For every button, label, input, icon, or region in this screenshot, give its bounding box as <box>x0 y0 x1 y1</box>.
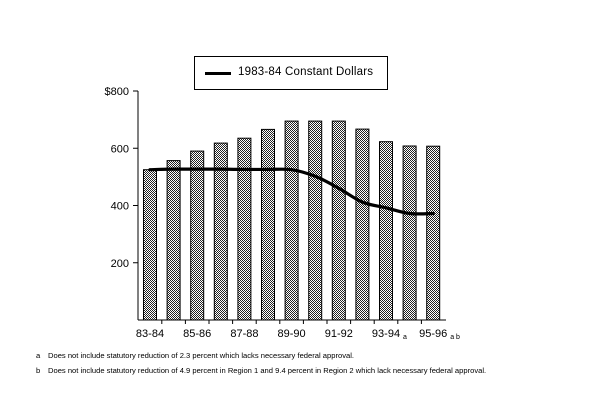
x-axis-ticks: 83-84 85-86 87-88 89-90 91-92 93-94 a 95-96 a b <box>136 320 460 341</box>
bar-88-89 <box>261 128 275 321</box>
bar-94-95 <box>402 145 417 321</box>
footnote-mark: a <box>36 351 41 360</box>
x-tick-label: 91-92 <box>325 328 353 340</box>
bar-91-92 <box>331 120 346 321</box>
x-tick-label: 89-90 <box>278 328 306 340</box>
x-tick-label: 93-94 <box>372 328 400 340</box>
x-tick-footnote-mark: a <box>403 334 407 341</box>
legend-label: 1983-84 Constant Dollars <box>238 66 374 78</box>
y-tick-label: 200 <box>111 258 129 270</box>
x-tick-label: 87-88 <box>230 328 258 340</box>
x-tick-label: 83-84 <box>136 328 164 340</box>
x-tick-label: 95-96 <box>419 328 447 340</box>
legend-line-swatch <box>205 72 231 75</box>
bar-93-94 <box>379 141 393 321</box>
legend: 1983-84 Constant Dollars <box>194 56 388 90</box>
x-tick-label: 85-86 <box>183 328 211 340</box>
footnote-text: Does not include statutory reduction of … <box>48 365 487 375</box>
bar-90-91 <box>308 120 323 321</box>
y-axis-ticks: 200 400 600 $800 <box>105 86 138 270</box>
footnotes: a Does not include statutory reduction o… <box>36 351 508 380</box>
y-tick-label: 400 <box>111 201 129 213</box>
bar-89-90 <box>284 120 299 321</box>
bar-95-96 <box>426 145 441 321</box>
bar-83-84 <box>143 169 157 321</box>
bar-group <box>143 120 441 321</box>
x-tick-footnote-mark: a b <box>450 334 460 341</box>
bar-92-93 <box>355 128 370 321</box>
footnote-a: a Does not include statutory reduction o… <box>36 351 508 361</box>
footnote-text: Does not include statutory reduction of … <box>48 351 355 360</box>
footnote-mark: b <box>36 365 41 375</box>
footnote-b: b Does not include statutory reduction o… <box>36 366 508 376</box>
bar-84-85 <box>166 160 181 321</box>
y-tick-label: 600 <box>111 143 129 155</box>
y-tick-label: $800 <box>105 86 129 98</box>
bar-87-88 <box>237 137 252 321</box>
constant-dollars-line <box>148 167 435 216</box>
bar-85-86 <box>190 150 205 321</box>
